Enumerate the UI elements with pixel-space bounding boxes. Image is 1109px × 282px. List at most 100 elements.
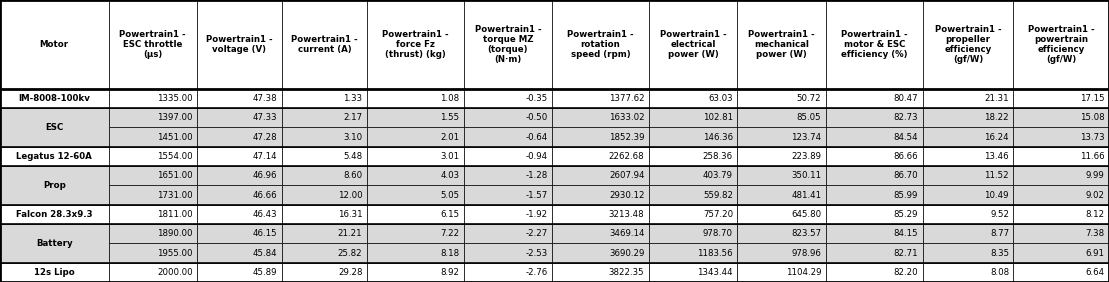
Bar [552,205,649,224]
Text: 86.70: 86.70 [894,171,918,180]
Bar [109,108,197,127]
Bar [197,224,282,243]
Bar [923,108,1014,127]
Text: 1.08: 1.08 [440,94,459,103]
Text: 403.79: 403.79 [703,171,733,180]
Bar [826,108,923,127]
Text: 85.99: 85.99 [894,191,918,200]
Bar [0,224,109,263]
Text: 146.36: 146.36 [703,133,733,142]
Bar [826,205,923,224]
Text: 84.15: 84.15 [894,229,918,238]
Text: 6.64: 6.64 [1086,268,1105,277]
Bar [109,224,197,243]
Text: 8.60: 8.60 [344,171,363,180]
Text: 978.70: 978.70 [703,229,733,238]
Text: 10.49: 10.49 [985,191,1009,200]
Bar [923,186,1014,205]
Text: 12s Lipo: 12s Lipo [34,268,74,277]
Bar [1014,224,1109,243]
Text: -2.76: -2.76 [526,268,548,277]
Bar [282,89,367,108]
Bar [649,89,737,108]
Bar [923,0,1014,89]
Text: 45.84: 45.84 [253,248,277,257]
Bar [0,0,109,89]
Text: Powertrain1 -
voltage (V): Powertrain1 - voltage (V) [206,35,273,54]
Bar [109,147,197,166]
Text: 3.10: 3.10 [344,133,363,142]
Text: 823.57: 823.57 [792,229,822,238]
Bar [197,89,282,108]
Bar [197,0,282,89]
Bar [826,263,923,282]
Bar [737,166,826,186]
Bar [464,186,552,205]
Bar [737,108,826,127]
Text: 86.66: 86.66 [894,152,918,161]
Text: Falcon 28.3x9.3: Falcon 28.3x9.3 [16,210,92,219]
Text: 8.35: 8.35 [990,248,1009,257]
Text: -0.35: -0.35 [526,94,548,103]
Bar [923,147,1014,166]
Bar [367,263,464,282]
Text: 2.01: 2.01 [440,133,459,142]
Text: 9.99: 9.99 [1086,171,1105,180]
Text: 8.18: 8.18 [440,248,459,257]
Bar [197,127,282,147]
Text: 47.33: 47.33 [253,113,277,122]
Text: 1811.00: 1811.00 [157,210,193,219]
Text: Powertrain1 -
rotation
speed (rpm): Powertrain1 - rotation speed (rpm) [567,30,634,59]
Text: 11.66: 11.66 [1080,152,1105,161]
Text: IM-8008-100kv: IM-8008-100kv [19,94,90,103]
Text: 46.43: 46.43 [253,210,277,219]
Text: 47.38: 47.38 [253,94,277,103]
Bar [282,263,367,282]
Text: 1377.62: 1377.62 [609,94,644,103]
Text: 12.00: 12.00 [338,191,363,200]
Bar [109,89,197,108]
Text: Powertrain1 -
propeller
efficiency
(gf/W): Powertrain1 - propeller efficiency (gf/W… [935,25,1001,64]
Text: 2000.00: 2000.00 [157,268,193,277]
Text: Powertrain1 -
ESC throttle
(μs): Powertrain1 - ESC throttle (μs) [120,30,186,59]
Bar [1014,205,1109,224]
Bar [737,89,826,108]
Bar [649,186,737,205]
Text: 46.15: 46.15 [253,229,277,238]
Bar [0,263,109,282]
Bar [552,263,649,282]
Text: 2262.68: 2262.68 [609,152,644,161]
Text: 45.89: 45.89 [253,268,277,277]
Text: 80.47: 80.47 [894,94,918,103]
Bar [649,205,737,224]
Bar [367,243,464,263]
Bar [649,243,737,263]
Bar [923,205,1014,224]
Text: 1397.00: 1397.00 [157,113,193,122]
Bar [367,0,464,89]
Text: 11.52: 11.52 [985,171,1009,180]
Bar [109,0,197,89]
Text: -0.94: -0.94 [526,152,548,161]
Bar [367,89,464,108]
Bar [0,166,109,205]
Text: 1.55: 1.55 [440,113,459,122]
Bar [826,147,923,166]
Bar [826,89,923,108]
Bar [649,0,737,89]
Text: -2.27: -2.27 [526,229,548,238]
Text: Powertrain1 -
powertrain
efficiency
(gf/W): Powertrain1 - powertrain efficiency (gf/… [1028,25,1095,64]
Bar [464,224,552,243]
Bar [552,166,649,186]
Bar [737,127,826,147]
Text: Prop: Prop [43,181,65,190]
Text: 47.28: 47.28 [253,133,277,142]
Text: 82.71: 82.71 [894,248,918,257]
Text: ESC: ESC [45,123,63,132]
Bar [464,89,552,108]
Text: 50.72: 50.72 [796,94,822,103]
Text: Powertrain1 -
force Fz
(thrust) (kg): Powertrain1 - force Fz (thrust) (kg) [381,30,449,59]
Bar [923,127,1014,147]
Bar [1014,127,1109,147]
Text: 8.92: 8.92 [440,268,459,277]
